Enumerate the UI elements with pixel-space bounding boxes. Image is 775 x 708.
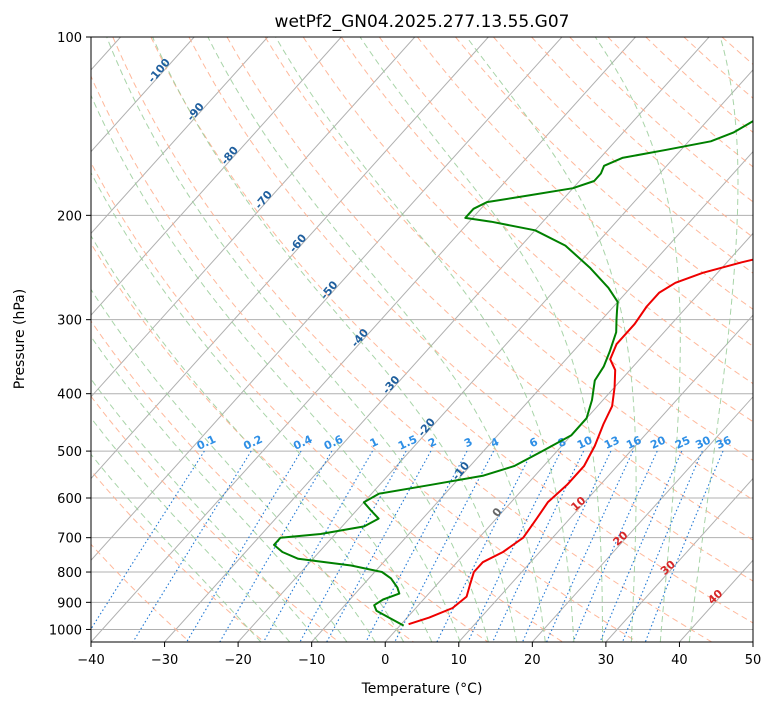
mixing-ratio-label: 13 bbox=[602, 434, 621, 452]
mixing-ratio-line bbox=[521, 450, 612, 642]
dry-adiabat-line bbox=[91, 242, 489, 642]
moist-adiabat-line bbox=[466, 37, 637, 642]
moist-adiabat-line bbox=[359, 37, 603, 642]
moist-adiabat-line bbox=[688, 37, 739, 642]
moist-adiabat-line bbox=[207, 37, 546, 642]
x-tick-label: 20 bbox=[524, 653, 541, 668]
y-tick-label: 500 bbox=[57, 445, 82, 460]
pressure-gridlines bbox=[91, 37, 753, 630]
mixing-ratio-label: 20 bbox=[648, 433, 668, 451]
y-tick-label: 100 bbox=[57, 31, 82, 46]
moist-adiabat-line bbox=[91, 378, 319, 642]
mixing-ratio-label: 16 bbox=[624, 433, 644, 451]
y-tick-label: 800 bbox=[57, 566, 82, 581]
mixing-ratio-label: 36 bbox=[714, 433, 734, 451]
x-tick-label: 0 bbox=[381, 653, 389, 668]
y-tick-label: 200 bbox=[57, 209, 82, 224]
isotherm-line bbox=[384, 232, 753, 642]
mixing-ratio-line bbox=[132, 450, 252, 642]
isotherm-line bbox=[531, 396, 753, 642]
mixing-ratio-line bbox=[326, 450, 432, 642]
dry-adiabat-line bbox=[302, 37, 753, 461]
x-tick-label: 30 bbox=[598, 653, 615, 668]
x-tick-label: −30 bbox=[151, 653, 178, 668]
isotherm-line bbox=[91, 37, 636, 642]
isotherm-line bbox=[91, 37, 342, 316]
mixing-ratio-line bbox=[546, 450, 634, 642]
x-tick-label: −10 bbox=[298, 653, 325, 668]
dry-adiabat-line bbox=[91, 161, 563, 642]
moist-adiabat-line bbox=[91, 288, 376, 642]
dry-adiabats bbox=[91, 37, 753, 642]
isotherm-line bbox=[91, 37, 489, 480]
moist-adiabat-line bbox=[91, 335, 348, 642]
dewpoint-profile bbox=[273, 119, 753, 627]
isotherm-line bbox=[91, 37, 195, 153]
mixing-ratio-line bbox=[365, 450, 468, 642]
y-tick-label: 400 bbox=[57, 388, 82, 403]
mixing-ratio-label: 10 bbox=[575, 433, 595, 451]
moist-adiabat-line bbox=[91, 453, 262, 642]
x-axis-label: Temperature (°C) bbox=[361, 681, 483, 697]
sounding-profiles bbox=[273, 119, 753, 627]
moist-adiabats bbox=[91, 37, 739, 642]
y-axis-label: Pressure (hPa) bbox=[12, 289, 28, 389]
mixing-ratio-line bbox=[263, 450, 373, 642]
mixing-ratio-line bbox=[467, 450, 562, 642]
x-tick-label: 50 bbox=[745, 653, 762, 668]
isotherm-line bbox=[605, 477, 753, 642]
y-tick-label: 900 bbox=[57, 596, 82, 611]
mixing-ratio-line bbox=[644, 450, 724, 642]
mixing-ratio-label: 25 bbox=[673, 434, 692, 452]
x-tick-label: −40 bbox=[77, 653, 104, 668]
y-tick-label: 1000 bbox=[49, 623, 82, 638]
y-tick-label: 300 bbox=[57, 314, 82, 329]
moist-adiabat-line bbox=[91, 171, 433, 642]
dry-adiabat-line bbox=[91, 395, 340, 642]
isotherm-line bbox=[164, 37, 710, 642]
isotherm-line bbox=[91, 37, 269, 235]
dry-adiabat-line bbox=[340, 37, 753, 423]
dry-adiabat-line bbox=[188, 37, 753, 582]
mixing-ratio-line bbox=[436, 450, 533, 642]
chart-title: wetPf2_GN04.2025.277.13.55.G07 bbox=[275, 12, 570, 32]
y-tick-label: 700 bbox=[57, 532, 82, 547]
dry-adiabat-line bbox=[150, 37, 753, 624]
isotherm-line bbox=[237, 69, 753, 642]
plot-frame bbox=[90, 36, 754, 643]
mixing-ratio-label: 30 bbox=[693, 433, 713, 451]
x-tick-label: 10 bbox=[451, 653, 468, 668]
mixing-ratio-line bbox=[492, 450, 585, 642]
moist-adiabat-line bbox=[152, 37, 518, 642]
dry-adiabat-line bbox=[264, 37, 753, 501]
y-tick-label: 600 bbox=[57, 492, 82, 507]
x-tick-label: −20 bbox=[224, 653, 251, 668]
moist-adiabat-line bbox=[91, 234, 405, 642]
x-axis-ticks: −40 −30 −20 −10 0 10 20 30 40 50 bbox=[77, 642, 761, 668]
dry-adiabat-line bbox=[91, 320, 414, 642]
moist-adiabat-line bbox=[275, 37, 575, 642]
mixing-ratio-lines bbox=[91, 450, 724, 642]
y-axis-ticks: 100 200 300 400 500 600 700 800 900 1000 bbox=[49, 31, 91, 638]
x-tick-label: 40 bbox=[671, 653, 688, 668]
skewed-isotherms bbox=[91, 37, 753, 642]
moist-adiabat-line bbox=[91, 417, 291, 642]
moist-adiabat-line bbox=[91, 94, 461, 642]
temperature-profile bbox=[408, 258, 753, 626]
dry-adiabat-line bbox=[112, 37, 713, 642]
mixing-ratio-line bbox=[394, 450, 495, 642]
isotherm-line bbox=[458, 314, 753, 642]
isotherm-line bbox=[91, 37, 416, 398]
isotherm-line bbox=[91, 37, 563, 562]
plot-area: 0.1 0.2 0.4 0.6 1 1.5 2 3 4 6 8 10 13 16 20 25 30 36-100-… bbox=[91, 37, 753, 642]
